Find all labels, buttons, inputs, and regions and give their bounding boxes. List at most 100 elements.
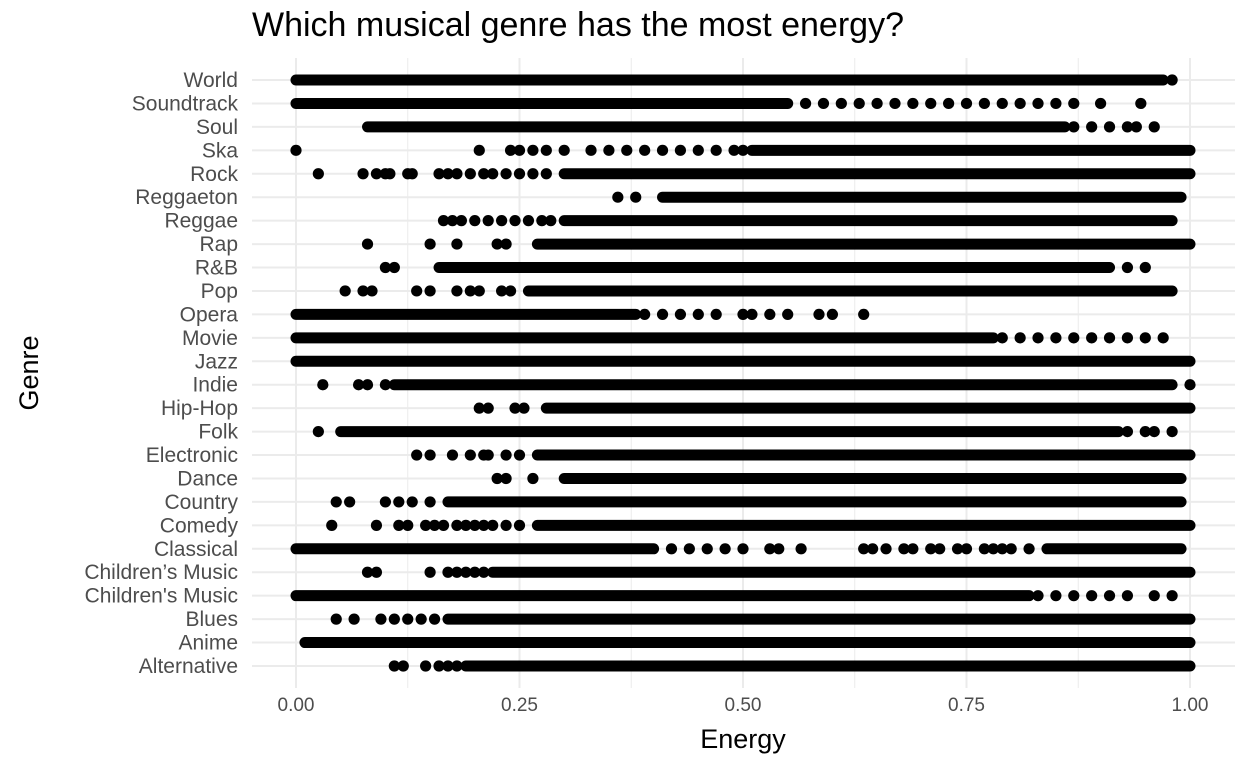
data-point [540,168,552,180]
data-point [496,285,508,297]
data-point [1023,543,1035,555]
data-point [1121,121,1134,133]
data-point [1166,590,1178,602]
data-point [1121,332,1134,344]
data-point [420,519,432,531]
data-point [1184,379,1196,391]
data-point [455,215,467,227]
data-point [960,543,973,555]
data-point [880,543,892,555]
data-point [442,566,454,578]
y-tick-label: Comedy [160,514,239,537]
data-point [424,285,436,297]
data-point [1032,332,1044,344]
data-point [996,97,1008,110]
data-point [621,144,633,156]
x-tick-label: 0.00 [278,695,315,716]
data-point [683,543,695,555]
data-point [1148,590,1160,602]
data-point [1157,332,1169,344]
data-point [737,543,749,555]
data-point [482,402,494,414]
data-point [370,168,383,180]
data-point [388,660,400,672]
data-point [442,168,454,180]
data-point [406,168,418,180]
data-point [464,449,476,461]
data-point [764,308,776,320]
y-tick-label: Alternative [139,655,238,678]
data-point [710,144,722,156]
data-point [1068,590,1080,602]
data-point [871,97,883,110]
y-tick-label: Indie [192,374,238,397]
data-point [469,566,481,578]
data-point [397,660,409,672]
data-point [630,191,642,203]
data-point [692,144,704,156]
data-point [1068,332,1080,344]
data-point [406,496,418,508]
data-point [402,613,414,625]
data-point [357,168,369,180]
data-point [1005,543,1017,555]
data-point [795,543,807,555]
data-point [527,144,539,156]
data-point [835,97,847,110]
data-point [728,144,740,156]
data-point [500,472,512,485]
data-point [527,472,539,485]
data-point [558,144,570,156]
x-tick-label: 0.50 [725,695,762,716]
data-point [509,402,521,414]
data-point [433,660,445,672]
data-point [585,144,597,156]
data-point [491,238,503,250]
data-point [366,285,378,297]
data-point [799,97,812,110]
data-point [496,215,508,227]
data-point [451,285,463,297]
data-point [737,308,749,320]
data-point [482,215,494,227]
y-tick-label: World [184,69,238,92]
data-point [996,332,1008,344]
data-point [478,566,490,578]
data-point [312,168,324,180]
data-point [960,97,973,110]
data-point [1139,426,1151,438]
data-point [853,97,865,110]
data-point [1103,332,1116,344]
data-point [746,308,758,320]
data-point [858,308,870,320]
data-point [817,97,830,110]
data-point [996,543,1008,555]
data-point [482,449,494,461]
y-tick-label: Children's Music [85,585,238,608]
data-point [867,543,879,555]
x-tick-label: 1.00 [1172,695,1209,716]
data-point [782,308,794,320]
data-point [402,519,414,531]
data-point [1139,261,1151,274]
data-point [925,97,937,110]
data-point [1121,426,1134,438]
data-point [1103,590,1116,602]
data-point [951,543,964,555]
data-point [424,449,436,461]
data-point [889,97,901,110]
data-point [1139,332,1151,344]
data-point [603,144,615,156]
data-point [692,308,704,320]
data-point [545,215,557,227]
data-point [826,308,839,320]
data-point [473,402,485,414]
data-point [379,261,391,274]
data-point [428,613,441,625]
x-tick-labels: 0.00 0.25 0.50 0.75 1.00 [278,695,1209,716]
data-point [500,449,512,461]
data-point [451,238,463,250]
data-point [352,379,365,391]
data-point [813,308,825,320]
data-point [487,519,499,531]
